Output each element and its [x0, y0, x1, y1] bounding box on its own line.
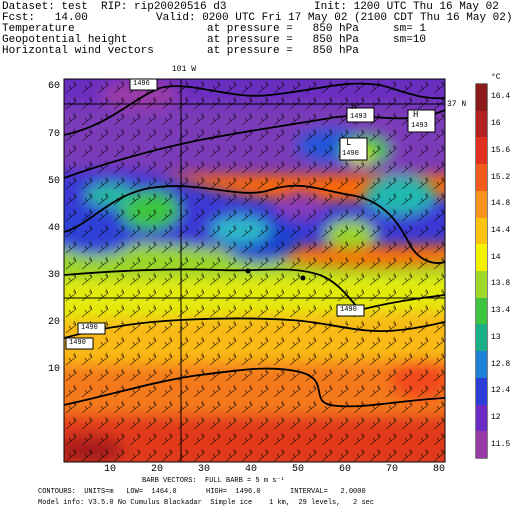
field-smooth-1: sm= 1 — [393, 23, 427, 35]
colorbar-level-label: 13 — [491, 332, 501, 342]
y-tick-label: 70 — [47, 129, 60, 140]
colorbar-level-label: 12.8 — [491, 359, 511, 369]
x-tick-label: 30 — [197, 464, 210, 475]
y-tick-label: 40 — [47, 223, 60, 234]
colorbar-swatch — [476, 137, 487, 165]
colorbar-level-label: 14.4 — [491, 225, 511, 235]
x-tick-label: 60 — [338, 464, 351, 475]
x-tick-label: 10 — [103, 464, 116, 475]
colorbar-level-label: 14.8 — [491, 199, 511, 209]
field-level-3: at pressure = 850 hPa — [207, 45, 359, 57]
contour-label-box — [65, 337, 94, 350]
x-tick-label: 40 — [244, 464, 257, 475]
low-pressure-label: L — [346, 138, 352, 148]
x-tick-label: 70 — [385, 464, 398, 475]
temperature-field — [64, 79, 445, 462]
colorbar-swatch — [476, 217, 487, 245]
contour-label-box — [129, 78, 158, 91]
y-tick-label: 10 — [47, 364, 60, 375]
contour-label-box — [346, 107, 375, 123]
valid-time: Valid: 0200 UTC Fri 17 May 02 (2100 CDT … — [156, 12, 512, 24]
colorbar-swatch — [476, 190, 487, 219]
x-tick-label: 20 — [150, 464, 163, 475]
barb-legend: BARB VECTORS: FULL BARB = 5 m s⁻¹ — [142, 477, 285, 485]
contour-label: 1493 — [411, 122, 428, 130]
meridian-label: 101 W — [172, 65, 197, 74]
high-pressure-label: H — [351, 102, 357, 112]
colorbar-swatch — [476, 244, 487, 272]
colorbar-swatch — [476, 297, 487, 325]
contour-label-box — [407, 109, 436, 133]
contour-label-box — [336, 304, 365, 317]
colorbar-swatch — [476, 84, 487, 112]
field-name-3: Horizontal wind vectors — [2, 45, 154, 57]
contour-label: 1490 — [81, 324, 98, 332]
colorbar-level-label: 16 — [491, 119, 501, 129]
high-pressure-label-2: H — [413, 110, 419, 120]
colorbar-swatch — [476, 271, 487, 299]
colorbar-level-label: 14 — [491, 252, 501, 262]
contour-label-box — [77, 322, 106, 335]
colorbar-level-label: 15.2 — [491, 172, 511, 182]
field-name-2: Geopotential height — [2, 34, 128, 46]
x-tick-label: 50 — [291, 464, 304, 475]
parallel-label: 37 N — [447, 100, 467, 109]
init-time: Init: 1200 UTC Thu 16 May 02 — [314, 1, 499, 13]
contour-label: 1490 — [342, 150, 359, 158]
colorbar-level-label: 13.4 — [491, 306, 511, 316]
field-name-1: Temperature — [2, 23, 75, 35]
colorbar-swatch — [476, 377, 487, 406]
colorbar-swatch — [476, 351, 487, 379]
colorbar-level-label: 13.8 — [491, 279, 511, 289]
y-tick-label: 60 — [47, 81, 60, 92]
forecast-hour: Fcst: 14.00 — [2, 12, 88, 24]
colorbar-level-label: 12.4 — [491, 386, 511, 396]
colorbar-swatch — [476, 431, 487, 459]
field-level-2: at pressure = 850 hPa — [207, 34, 359, 46]
colorbar-unit: °C — [491, 73, 501, 82]
contour-label: 1496 — [133, 80, 150, 88]
contour-label-box — [339, 137, 368, 161]
colorbar-level-label: 11.5 — [491, 439, 511, 449]
contour-label: 1493 — [350, 113, 367, 121]
colorbar-swatch — [476, 164, 487, 192]
dataset-title: Dataset: test RIP: rip20020516 d3 — [2, 1, 227, 13]
y-tick-label: 30 — [47, 270, 60, 281]
x-tick-label: 80 — [432, 464, 445, 475]
colorbar-swatch — [476, 324, 487, 352]
field-level-1: at pressure = 850 hPa — [207, 23, 359, 35]
colorbar-level-label: 12 — [491, 412, 501, 422]
colorbar-level-label: 15.6 — [491, 145, 511, 155]
y-tick-label: 50 — [47, 176, 60, 187]
colorbar-swatch — [476, 404, 487, 432]
model-info: Model info: V3.5.0 No Cumulus Blackadar … — [38, 499, 375, 507]
plot-frame — [63, 78, 446, 463]
colorbar-level-label: 16.4 — [491, 92, 511, 102]
y-tick-label: 20 — [47, 317, 60, 328]
field-smooth-2: sm=10 — [393, 34, 427, 46]
contour-label: 1490 — [340, 306, 357, 314]
contour-legend: CONTOURS: UNITS=m LOW= 1464.0 HIGH= 1496… — [38, 488, 366, 496]
contour-label: 1490 — [69, 339, 86, 347]
colorbar-swatch — [476, 110, 487, 138]
